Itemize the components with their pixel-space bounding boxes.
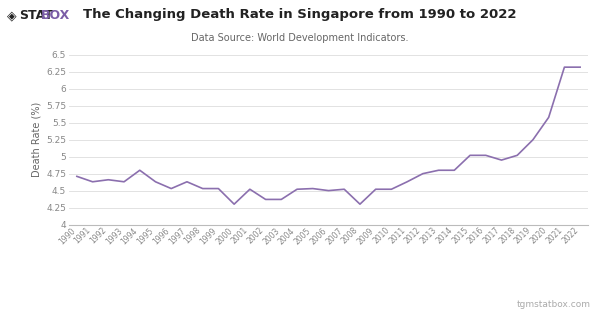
Text: tgmstatbox.com: tgmstatbox.com — [517, 300, 591, 309]
Text: BOX: BOX — [41, 9, 70, 22]
Text: ◈: ◈ — [7, 9, 17, 22]
Text: The Changing Death Rate in Singapore from 1990 to 2022: The Changing Death Rate in Singapore fro… — [83, 8, 517, 21]
Y-axis label: Death Rate (%): Death Rate (%) — [32, 102, 42, 177]
Text: Data Source: World Development Indicators.: Data Source: World Development Indicator… — [191, 33, 409, 43]
Text: STAT: STAT — [19, 9, 53, 22]
